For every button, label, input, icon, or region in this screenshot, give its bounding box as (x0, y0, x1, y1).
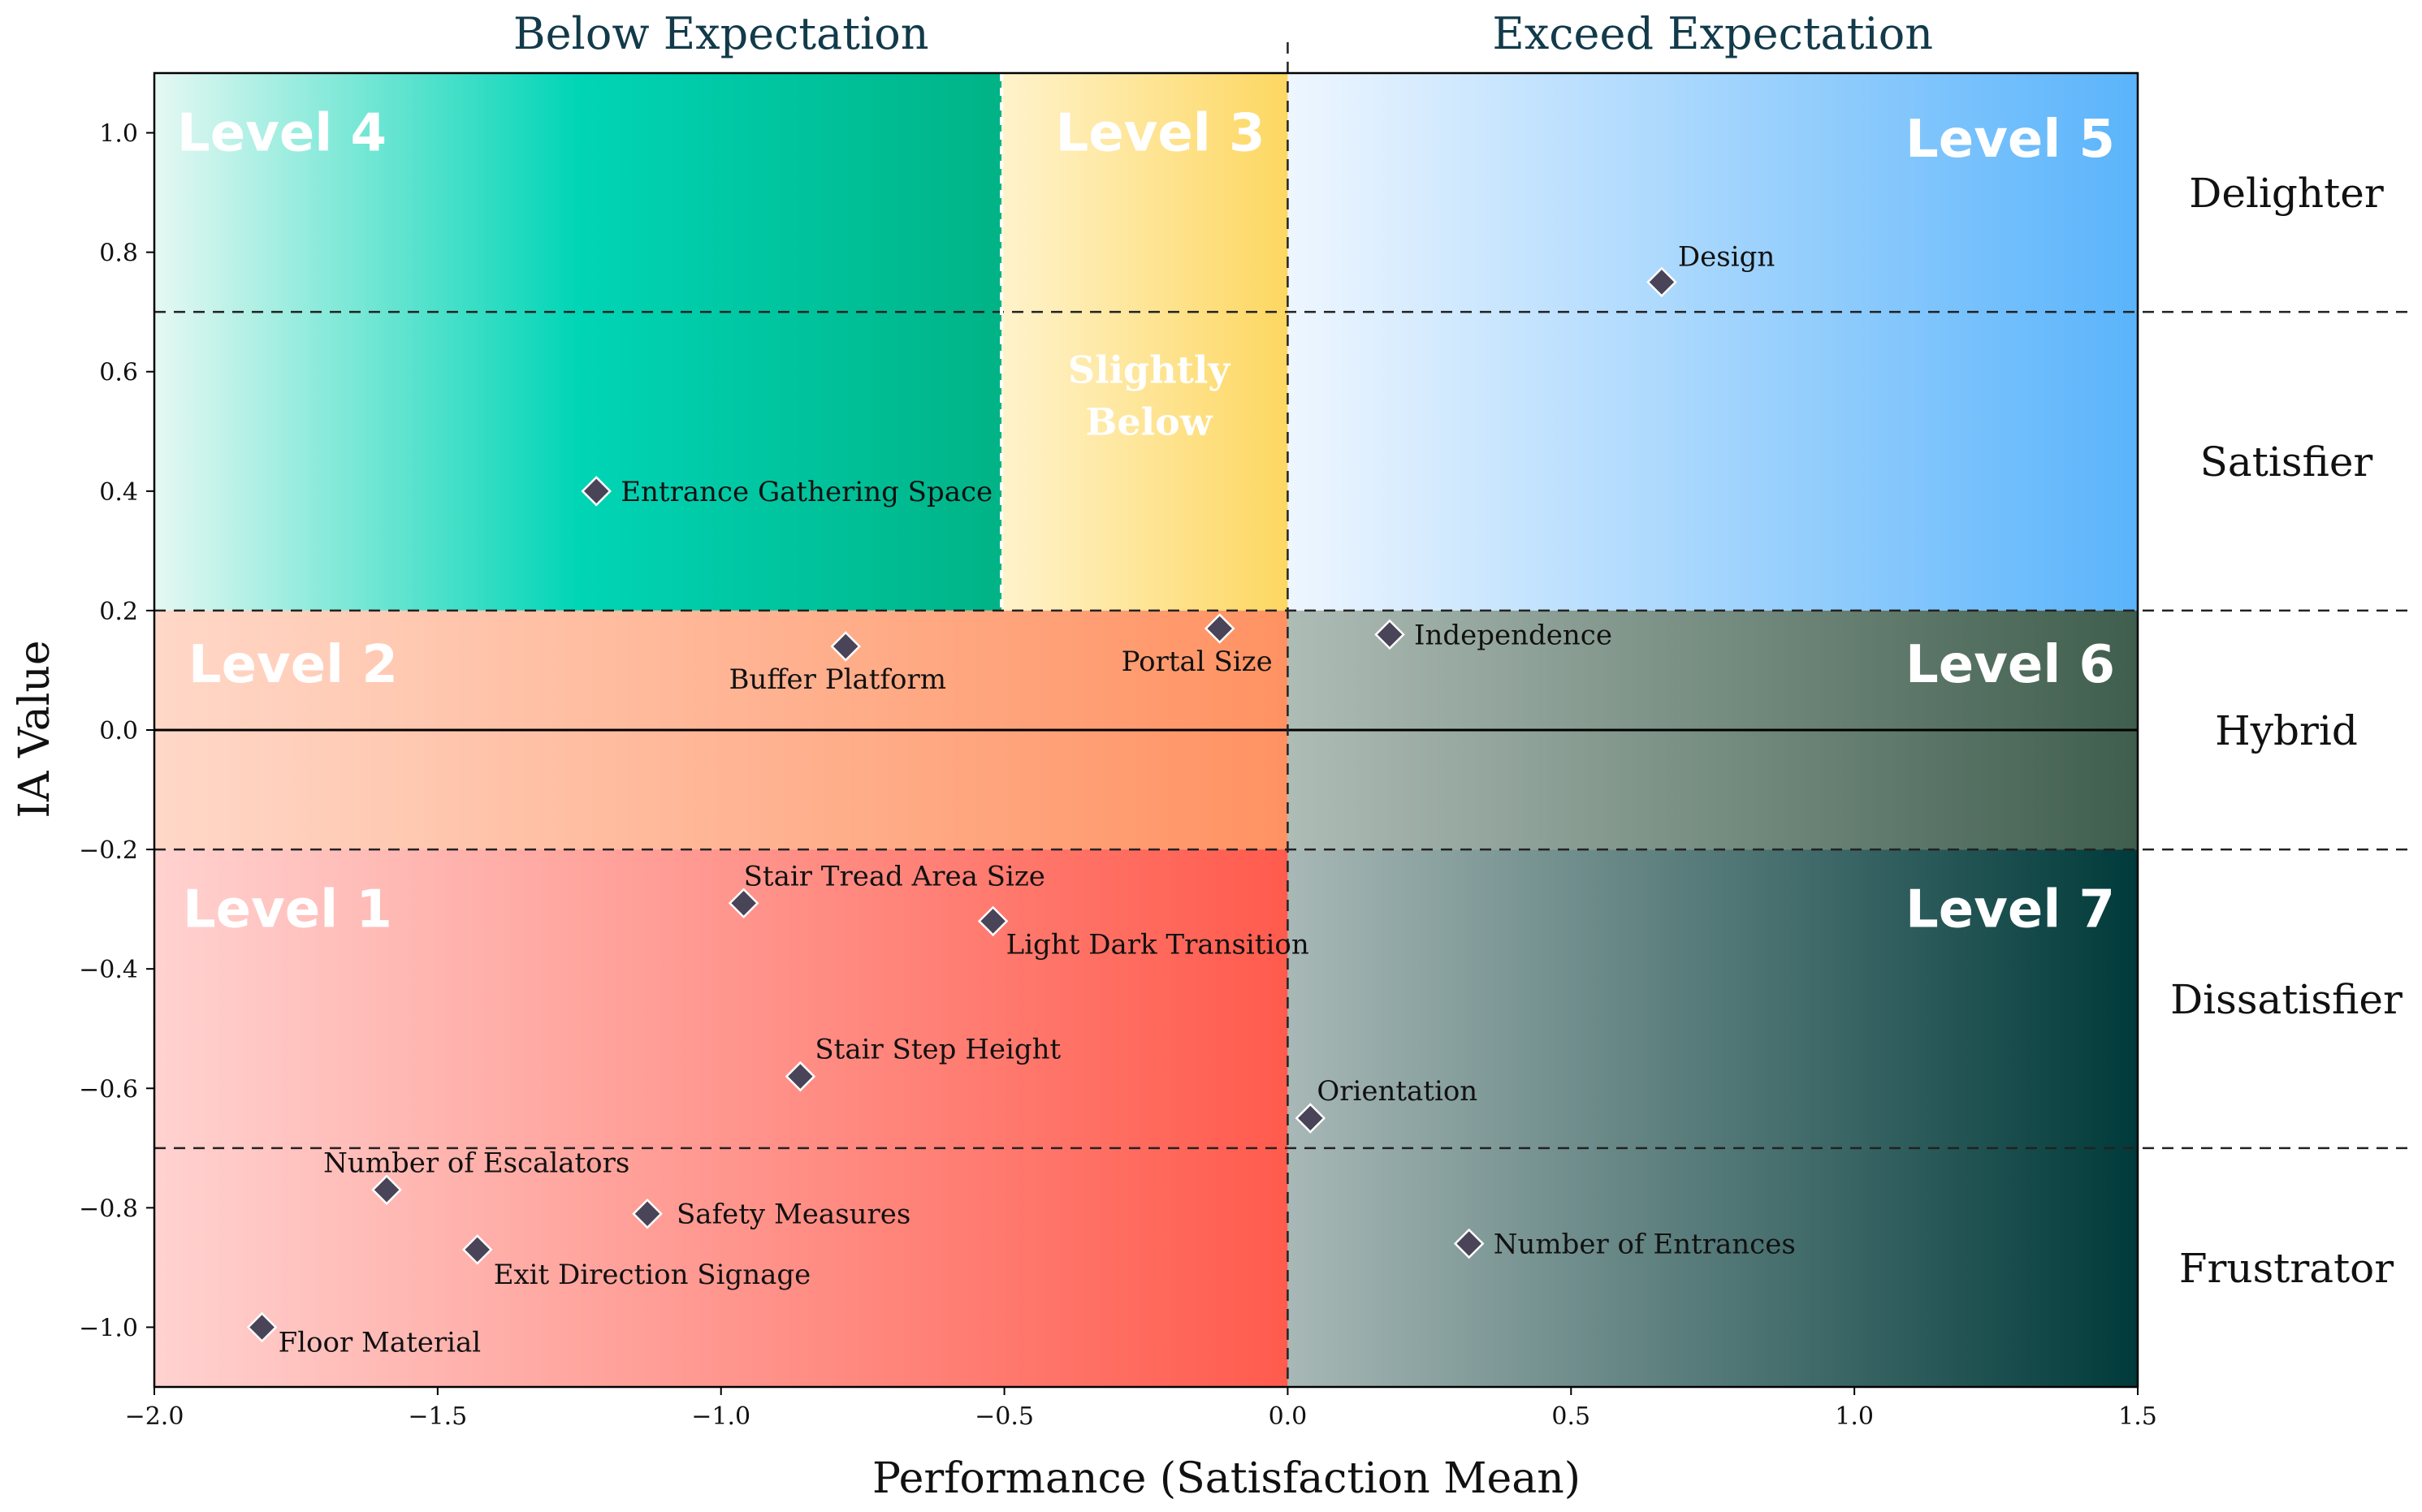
axes: −2.0 −1.5 −1.0 −0.5 0.0 0.5 1.0 1.5 −1.0 −0.8 −0.6… (79, 71, 2157, 1431)
expectation-label: Below Expectation (513, 8, 929, 59)
region-note: Below (1086, 400, 1213, 444)
data-point (461, 1234, 493, 1265)
level-label: Level 2 (188, 635, 398, 695)
data-point (785, 1061, 816, 1092)
data-point (632, 1198, 663, 1229)
data-point (1204, 613, 1235, 644)
level-label: Level 3 (1055, 104, 1265, 164)
data-point-label: Portal Size (1122, 646, 1273, 678)
x-tick-label: −0.5 (975, 1402, 1034, 1431)
data-point-label: Exit Direction Signage (494, 1259, 811, 1291)
data-point-label: Floor Material (279, 1326, 482, 1359)
level-label: Level 5 (1905, 110, 2115, 170)
y-tick-label: −1.0 (79, 1314, 138, 1342)
y-tick-label: −0.4 (79, 956, 138, 984)
region-level-4 (154, 73, 1002, 611)
level-label: Level 6 (1905, 635, 2115, 695)
data-point (246, 1311, 278, 1343)
region-note: Slightly (1068, 348, 1231, 392)
data-point (1646, 266, 1677, 298)
data-point (1295, 1103, 1326, 1134)
data-point (728, 888, 759, 919)
region-level-5 (1287, 73, 2138, 611)
y-tick-label: 0.4 (99, 478, 138, 507)
band-label: Dissatisfier (2170, 976, 2403, 1023)
band-label: Satisfier (2200, 438, 2373, 486)
data-point-label: Independence (1414, 619, 1612, 651)
data-point (977, 905, 1009, 937)
band-label: Frustrator (2179, 1245, 2394, 1292)
data-point (1453, 1228, 1485, 1259)
data-point-label: Stair Step Height (815, 1034, 1061, 1066)
y-tick-label: 0.2 (99, 598, 138, 626)
x-tick-label: −2.0 (125, 1402, 184, 1431)
y-tick-label: −0.8 (79, 1194, 138, 1223)
x-tick-label: 0.0 (1269, 1402, 1308, 1431)
y-tick-label: 0.6 (99, 359, 138, 387)
divider-lines (154, 42, 2412, 1387)
region-level-3 (1001, 73, 1288, 611)
x-tick-label: −1.5 (408, 1402, 467, 1431)
data-point-label: Orientation (1317, 1075, 1477, 1108)
data-point-label: Design (1678, 240, 1775, 273)
x-tick-label: 0.5 (1551, 1402, 1590, 1431)
data-point-label: Entrance Gathering Space (621, 476, 993, 508)
data-point (1374, 619, 1405, 650)
level-label: Level 1 (183, 880, 392, 940)
level-label: Level 4 (177, 104, 387, 164)
y-axis-title: IA Value (11, 640, 59, 818)
band-label: Hybrid (2215, 707, 2358, 754)
data-point (581, 476, 612, 507)
data-point-label: Number of Entrances (1494, 1228, 1796, 1260)
level-label: Level 7 (1905, 880, 2115, 940)
region-level-1 (154, 849, 1288, 1387)
x-axis-title: Performance (Satisfaction Mean) (872, 1454, 1581, 1503)
x-tick-label: 1.5 (2118, 1402, 2157, 1431)
data-point-label: Number of Escalators (323, 1147, 629, 1179)
data-point-label: Buffer Platform (729, 663, 945, 696)
band-label: Delighter (2189, 170, 2384, 217)
x-tick-label: 1.0 (1835, 1402, 1874, 1431)
data-point-label: Light Dark Transition (1006, 928, 1309, 961)
data-point (371, 1174, 402, 1206)
data-points: Design Entrance Gathering Space Buffer Pla… (246, 240, 1796, 1359)
y-tick-label: −0.2 (79, 836, 138, 865)
x-tick-label: −1.0 (691, 1402, 750, 1431)
expectation-label: Exceed Expectation (1492, 8, 1933, 59)
y-tick-label: −0.6 (79, 1075, 138, 1104)
region-labels: Level 4 Level 3 Slightly Below Level 5 Level … (177, 8, 2403, 1292)
region-level-7 (1287, 849, 2138, 1387)
data-point-label: Safety Measures (677, 1199, 910, 1231)
data-point (830, 631, 861, 662)
y-tick-label: 0.0 (99, 717, 138, 745)
data-point-label: Stair Tread Area Size (744, 860, 1045, 892)
y-tick-label: 0.8 (99, 240, 138, 268)
y-tick-label: 1.0 (99, 120, 138, 149)
